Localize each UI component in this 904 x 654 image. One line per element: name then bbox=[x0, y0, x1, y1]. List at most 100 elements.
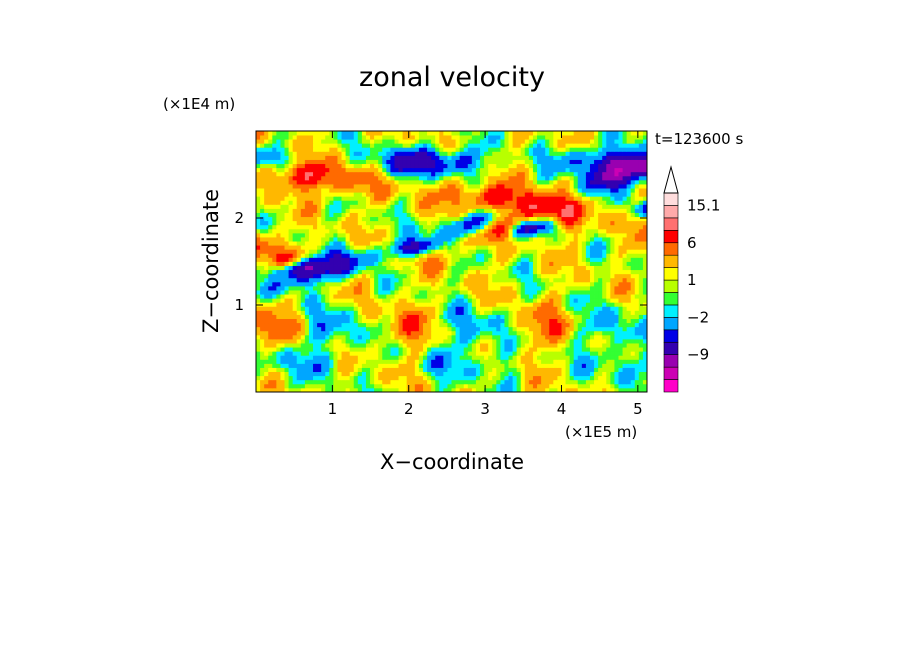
heatmap-cell bbox=[553, 310, 558, 315]
heatmap-cell bbox=[524, 200, 530, 205]
heatmap-cell bbox=[480, 188, 485, 193]
heatmap-cell bbox=[398, 204, 404, 209]
heatmap-cell bbox=[394, 302, 399, 307]
heatmap-cell bbox=[337, 375, 342, 381]
heatmap-cell bbox=[264, 237, 269, 242]
heatmap-cell bbox=[431, 383, 436, 389]
heatmap-cell bbox=[577, 281, 583, 287]
heatmap-cell bbox=[484, 359, 489, 364]
heatmap-cell bbox=[427, 269, 432, 275]
heatmap-cell bbox=[549, 245, 554, 250]
heatmap-cell bbox=[280, 216, 285, 222]
heatmap-cell bbox=[638, 322, 644, 328]
heatmap-cell bbox=[329, 237, 334, 242]
heatmap-cell bbox=[422, 371, 428, 377]
heatmap-cell bbox=[382, 347, 387, 352]
heatmap-cell bbox=[573, 298, 579, 303]
heatmap-cell bbox=[370, 237, 375, 242]
heatmap-cell bbox=[447, 188, 452, 193]
heatmap-cell bbox=[329, 359, 334, 364]
heatmap-cell bbox=[565, 298, 571, 303]
heatmap-cell bbox=[422, 245, 428, 250]
heatmap-cell bbox=[528, 375, 534, 381]
heatmap-cell bbox=[622, 306, 628, 311]
heatmap-cell bbox=[581, 265, 587, 271]
heatmap-cell bbox=[475, 367, 481, 373]
heatmap-cell bbox=[618, 220, 623, 226]
heatmap-cell bbox=[394, 220, 399, 226]
heatmap-cell bbox=[447, 261, 452, 266]
heatmap-cell bbox=[598, 241, 603, 246]
heatmap-cell bbox=[618, 371, 623, 377]
heatmap-cell bbox=[296, 347, 302, 352]
heatmap-cell bbox=[357, 208, 363, 213]
heatmap-cell bbox=[422, 192, 428, 197]
heatmap-cell bbox=[565, 334, 571, 340]
heatmap-cell bbox=[325, 351, 330, 356]
heatmap-cell bbox=[382, 232, 387, 238]
heatmap-cell bbox=[634, 237, 640, 242]
heatmap-cell bbox=[520, 249, 526, 254]
heatmap-cell bbox=[414, 241, 420, 246]
heatmap-cell bbox=[418, 290, 424, 295]
heatmap-cell bbox=[427, 224, 432, 230]
heatmap-cell bbox=[422, 216, 428, 222]
heatmap-cell bbox=[402, 257, 408, 262]
heatmap-cell bbox=[459, 302, 465, 307]
heatmap-cell bbox=[561, 310, 566, 315]
heatmap-cell bbox=[545, 265, 550, 271]
heatmap-cell bbox=[410, 355, 416, 360]
heatmap-cell bbox=[516, 253, 522, 258]
heatmap-cell bbox=[410, 298, 416, 303]
heatmap-cell bbox=[410, 363, 416, 368]
heatmap-cell bbox=[276, 200, 281, 205]
heatmap-cell bbox=[361, 347, 367, 352]
heatmap-cell bbox=[508, 367, 513, 373]
heatmap-cell bbox=[365, 269, 371, 275]
heatmap-cell bbox=[390, 188, 395, 193]
heatmap-cell bbox=[488, 216, 493, 222]
heatmap-cell bbox=[349, 306, 355, 311]
heatmap-cell bbox=[280, 208, 285, 213]
heatmap-cell bbox=[439, 277, 444, 283]
heatmap-cell bbox=[569, 281, 575, 287]
heatmap-cell bbox=[410, 188, 416, 193]
heatmap-cell bbox=[260, 375, 265, 381]
heatmap-cell bbox=[553, 294, 558, 299]
heatmap-cell bbox=[272, 347, 277, 352]
heatmap-cell bbox=[532, 179, 538, 185]
heatmap-cell bbox=[447, 334, 452, 340]
heatmap-cell bbox=[296, 338, 302, 344]
heatmap-cell bbox=[581, 200, 587, 205]
heatmap-cell bbox=[500, 322, 505, 328]
heatmap-cell bbox=[630, 200, 636, 205]
heatmap-cell bbox=[565, 330, 571, 336]
heatmap-cell bbox=[496, 343, 501, 348]
heatmap-cell bbox=[626, 334, 632, 340]
heatmap-cell bbox=[520, 269, 526, 275]
heatmap-cell bbox=[602, 302, 607, 307]
heatmap-cell bbox=[488, 343, 493, 348]
heatmap-cell bbox=[431, 302, 436, 307]
heatmap-cell bbox=[512, 192, 518, 197]
heatmap-cell bbox=[284, 277, 289, 283]
heatmap-cell bbox=[532, 249, 538, 254]
heatmap-cell bbox=[488, 302, 493, 307]
heatmap-cell bbox=[357, 347, 363, 352]
heatmap-cell bbox=[329, 265, 334, 271]
heatmap-cell bbox=[304, 363, 310, 368]
heatmap-cell bbox=[374, 257, 379, 262]
heatmap-cell bbox=[594, 204, 599, 209]
heatmap-cell bbox=[431, 334, 436, 340]
heatmap-cell bbox=[357, 387, 363, 392]
heatmap-cell bbox=[365, 330, 371, 336]
heatmap-cell bbox=[272, 237, 277, 242]
heatmap-cell bbox=[280, 375, 285, 381]
heatmap-cell bbox=[475, 359, 481, 364]
heatmap-cell bbox=[524, 363, 530, 368]
heatmap-cell bbox=[504, 273, 509, 279]
heatmap-cell bbox=[276, 310, 281, 315]
heatmap-cell bbox=[545, 179, 550, 185]
heatmap-cell bbox=[475, 204, 481, 209]
heatmap-cell bbox=[402, 184, 408, 189]
